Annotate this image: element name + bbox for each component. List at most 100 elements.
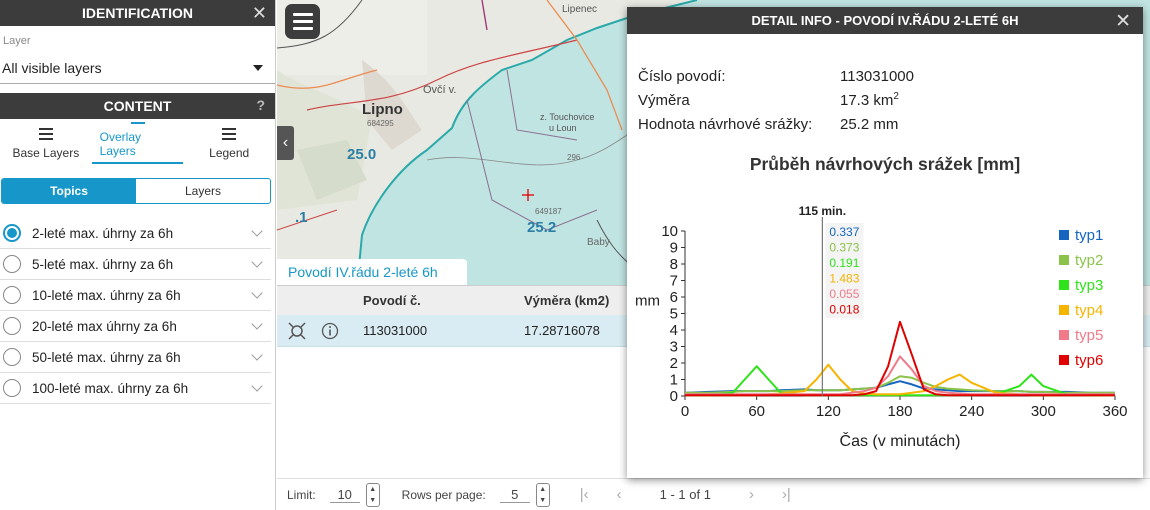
y-tick-label: 8: [670, 256, 678, 273]
cell-povodi: 113031000: [363, 323, 428, 338]
tab-legend-label: Legend: [209, 146, 250, 160]
crosshair-marker-icon: [522, 189, 534, 201]
legend-swatch-typ2: [1059, 255, 1069, 265]
chevron-down-icon[interactable]: [251, 318, 263, 330]
topic-radio[interactable]: [3, 255, 21, 273]
prev-page-icon[interactable]: ‹: [616, 486, 622, 503]
content-tabs: Base Layers Overlay Layers Legend: [0, 112, 275, 168]
dropdown-arrow-icon: [253, 64, 263, 71]
map-label-lipno: Lipno: [362, 101, 403, 118]
topics-list: 2-leté max. úhrny za 6h 5-leté max. úhrny…: [0, 218, 275, 404]
tab-overlay-layers[interactable]: Overlay Layers: [91, 112, 184, 168]
close-identification-icon[interactable]: ✕: [251, 3, 267, 23]
legend-label-typ4: typ4: [1075, 302, 1103, 319]
help-icon[interactable]: ?: [256, 97, 265, 113]
field-hodnota: Hodnota návrhové srážky: 25.2 mm: [638, 112, 914, 136]
topic-item[interactable]: 5-leté max. úhrny za 6h: [0, 249, 271, 280]
topic-label: 5-leté max. úhrny za 6h: [32, 256, 174, 272]
legend-label-typ3: typ3: [1075, 277, 1103, 294]
layer-select[interactable]: All visible layers: [0, 52, 275, 84]
y-tick-label: 2: [670, 355, 678, 372]
header-vymera[interactable]: Výměra (km2): [524, 293, 610, 308]
tab-legend[interactable]: Legend: [183, 122, 275, 168]
y-axis-label: mm: [635, 292, 660, 309]
chevron-down-icon[interactable]: [251, 349, 263, 361]
legend-label-typ2: typ2: [1075, 252, 1103, 269]
map-value-25-2: 25.2: [527, 219, 556, 236]
topic-label: 20-leté max úhrny za 6h: [32, 318, 177, 334]
topics-layers-toggle: Topics Layers: [1, 178, 271, 204]
topic-label: 100-leté max. úhrny za 6h: [32, 380, 189, 396]
topic-label: 50-leté max. úhrny za 6h: [32, 349, 181, 365]
rows-per-page-stepper[interactable]: ▲ ▼: [535, 482, 550, 507]
detail-info-dialog: DETAIL INFO - POVODÍ IV.ŘÁDU 2-LETÉ 6H ✕…: [627, 7, 1143, 478]
info-icon[interactable]: [321, 322, 339, 340]
x-tick-label: 120: [816, 403, 841, 420]
cursor-value-typ6: 0.018: [829, 303, 859, 317]
topic-radio[interactable]: [3, 348, 21, 366]
rows-per-page-label: Rows per page:: [401, 487, 486, 502]
chevron-down-icon[interactable]: [251, 225, 263, 237]
page-range: 1 - 1 of 1: [659, 487, 711, 502]
x-tick-label: 240: [959, 403, 984, 420]
left-panel: IDENTIFICATION ✕ Layer All visible layer…: [0, 0, 276, 510]
chevron-down-icon[interactable]: [251, 287, 263, 299]
topic-item[interactable]: 50-leté max. úhrny za 6h: [0, 342, 271, 373]
topic-item[interactable]: 100-leté max. úhrny za 6h: [0, 373, 271, 404]
field-value: 113031000: [840, 67, 914, 85]
topic-radio[interactable]: [3, 317, 21, 335]
map-label-elev1: 684295: [367, 119, 394, 128]
y-tick-label: 6: [670, 289, 678, 306]
topic-item[interactable]: 20-leté max úhrny za 6h: [0, 311, 271, 342]
zoom-to-feature-icon[interactable]: [287, 321, 307, 341]
rows-per-page-input[interactable]: 5: [499, 487, 530, 503]
y-tick-label: 10: [661, 223, 678, 240]
close-dialog-icon[interactable]: ✕: [1115, 11, 1131, 32]
dialog-titlebar: DETAIL INFO - POVODÍ IV.ŘÁDU 2-LETÉ 6H ✕: [627, 7, 1143, 34]
topic-radio[interactable]: [3, 379, 21, 397]
topic-radio[interactable]: [3, 286, 21, 304]
table-tab[interactable]: Povodí IV.řádu 2-leté 6h: [277, 259, 467, 285]
chevron-down-icon[interactable]: [251, 380, 263, 392]
tab-base-layers[interactable]: Base Layers: [0, 122, 92, 168]
next-page-icon[interactable]: ›: [748, 486, 754, 503]
limit-stepper[interactable]: ▲ ▼: [365, 482, 380, 507]
chevron-down-icon[interactable]: [251, 256, 263, 268]
detail-fields: Číslo povodí: 113031000 Výměra 17.3 km2 …: [638, 64, 914, 136]
layer-select-value: All visible layers: [2, 59, 102, 76]
map-label-elev3: 649187: [535, 207, 562, 216]
cell-vymera: 17.28716078: [524, 323, 600, 338]
x-tick-label: 60: [748, 403, 765, 420]
field-value: 25.2 mm: [840, 115, 899, 133]
limit-input[interactable]: 10: [329, 487, 360, 503]
y-tick-label: 1: [670, 372, 678, 389]
collapse-panel-button[interactable]: ‹: [277, 126, 294, 160]
cursor-value-typ5: 0.055: [829, 287, 859, 301]
identification-title: IDENTIFICATION: [82, 5, 193, 21]
last-page-icon[interactable]: ›|: [781, 486, 791, 503]
dialog-title: DETAIL INFO - POVODÍ IV.ŘÁDU 2-LETÉ 6H: [751, 13, 1019, 28]
topic-item[interactable]: 2-leté max. úhrny za 6h: [0, 218, 271, 249]
cursor-value-typ4: 1.483: [829, 272, 859, 286]
y-tick-label: 4: [670, 322, 678, 339]
first-page-icon[interactable]: |‹: [579, 486, 589, 503]
segment-topics[interactable]: Topics: [2, 179, 136, 203]
topic-radio[interactable]: [3, 224, 21, 242]
topic-item[interactable]: 10-leté max. úhrny za 6h: [0, 280, 271, 311]
map-label-uloun: u Loun: [549, 123, 577, 133]
segment-layers[interactable]: Layers: [184, 184, 222, 198]
field-label: Výměra: [638, 91, 690, 109]
y-tick-label: 5: [670, 306, 678, 323]
x-tick-label: 180: [887, 403, 912, 420]
content-title: CONTENT: [103, 98, 172, 114]
map-value-left: .1: [295, 209, 308, 226]
map-label-touchovice: z. Touchovice: [540, 112, 594, 122]
header-povodi[interactable]: Povodí č.: [363, 293, 421, 308]
legend-swatch-typ4: [1059, 305, 1069, 315]
x-tick-label: 300: [1031, 403, 1056, 420]
main-menu-button[interactable]: [285, 4, 320, 39]
cursor-tooltip-bg: [825, 223, 864, 318]
y-tick-label: 3: [670, 339, 678, 356]
legend-swatch-typ3: [1059, 280, 1069, 290]
